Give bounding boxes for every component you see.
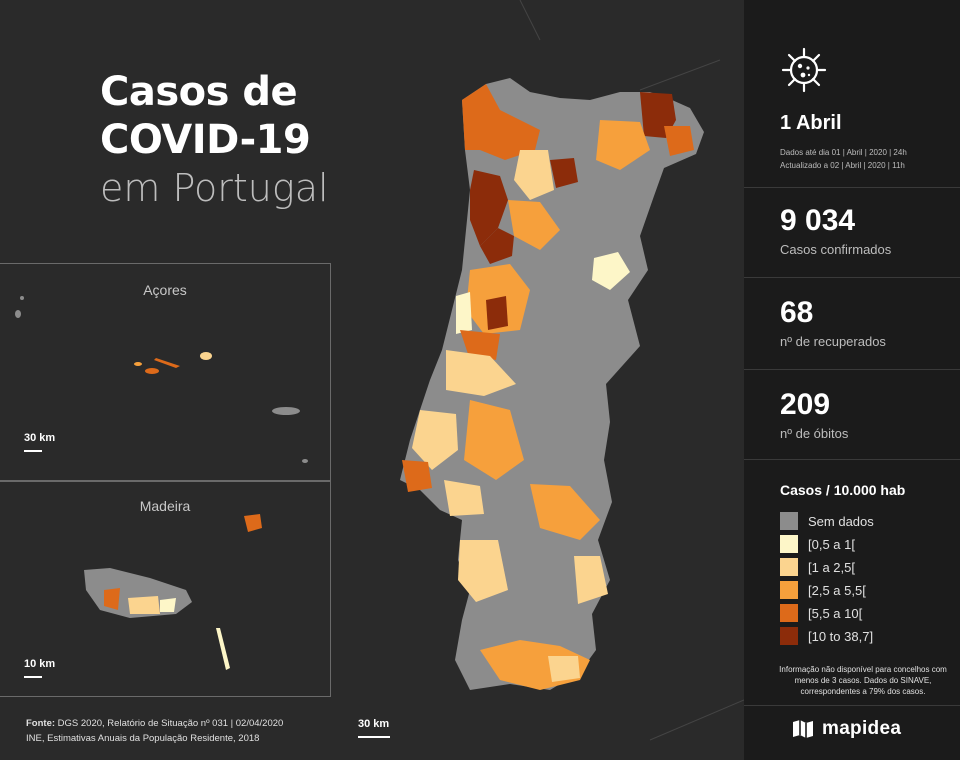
- region-viseu-high: [486, 296, 508, 330]
- region-evora-amber: [530, 484, 600, 540]
- recovered-block: [744, 278, 960, 370]
- map-title: Casos de COVID-19 em Portugal: [100, 68, 329, 212]
- legend-label: [10 to 38,7]: [808, 628, 874, 644]
- madeira-islands: [84, 514, 262, 670]
- legend-swatch: [780, 558, 798, 576]
- region-north-amber: [596, 120, 650, 170]
- legend-block: [744, 460, 960, 706]
- report-note-2: Actualizado a 02 | Abril | 2020 | 11h: [780, 161, 905, 170]
- confirmed-cases-label: Casos confirmados: [780, 242, 892, 257]
- title-line-3: em Portugal: [100, 166, 329, 210]
- legend-swatch: [780, 581, 798, 599]
- madeira-scale-bar: [24, 676, 42, 678]
- map-canvas: [15, 0, 744, 741]
- region-setubal-light: [444, 480, 484, 516]
- region-beja-light: [574, 556, 608, 604]
- legend-note: Informação não disponível para concelhos…: [779, 665, 947, 696]
- deaths-block: [744, 370, 960, 460]
- region-leiria-light: [446, 350, 516, 396]
- region-lisbon-orange: [402, 460, 432, 492]
- mapidea-logo-icon: [793, 720, 813, 738]
- madeira-label: Madeira: [139, 498, 191, 514]
- legend-label: Sem dados: [808, 513, 874, 529]
- main-scale-bar: [358, 736, 390, 738]
- region-porto-high: [480, 228, 514, 264]
- legend-item: [2,5 a 5,5[: [780, 581, 866, 599]
- legend-item: [0,5 a 1[: [780, 535, 855, 553]
- legend-swatch: [780, 512, 798, 530]
- region-centre-amber: [464, 400, 524, 480]
- deaths-label: nº de óbitos: [780, 426, 849, 441]
- region-north-orange: [462, 84, 540, 160]
- spain-border-line: [519, 0, 744, 741]
- source-label: Fonte:: [26, 718, 56, 729]
- madeira-scale: 10 km: [24, 658, 55, 678]
- brand-logo: mapidea: [792, 718, 901, 740]
- source-line-2: INE, Estimativas Anuais da População Res…: [26, 733, 260, 744]
- region-braga-high: [470, 170, 508, 246]
- region-algarve-light: [548, 656, 580, 682]
- date-block: [744, 0, 960, 188]
- source-note: Fonte: DGS 2020, Relatório de Situação n…: [26, 716, 283, 746]
- main-scale-text: 30 km: [358, 718, 390, 730]
- region-north-light: [514, 150, 554, 200]
- recovered-value: 68: [780, 296, 814, 329]
- region-alentejo-light: [458, 540, 508, 602]
- title-line-1: Casos de: [100, 69, 298, 115]
- legend-item: Sem dados: [780, 512, 874, 530]
- main-scale: 30 km: [358, 718, 390, 738]
- region-aveiro-pale: [456, 292, 472, 334]
- portugal-mainland: [400, 78, 704, 690]
- legend-item: [10 to 38,7]: [780, 627, 873, 645]
- virus-icon: [781, 47, 827, 93]
- azores-inset: Açores 30 km: [0, 263, 331, 481]
- region-ne-orange: [664, 126, 694, 156]
- info-panel: 1 Abril Dados até dia 01 | Abril | 2020 …: [744, 0, 960, 760]
- legend-swatch: [780, 604, 798, 622]
- title-line-2: COVID-19: [100, 117, 311, 163]
- azores-scale-text: 30 km: [24, 432, 56, 444]
- brand-name: mapidea: [822, 718, 902, 739]
- source-line-1: DGS 2020, Relatório de Situação nº 031 |…: [55, 718, 284, 729]
- madeira-scale-text: 10 km: [24, 658, 56, 670]
- report-note-1: Dados até dia 01 | Abril | 2020 | 24h: [780, 148, 907, 157]
- recovered-label: nº de recuperados: [780, 334, 886, 349]
- azores-islands: [15, 296, 308, 463]
- region-coimbra-orange: [460, 330, 500, 360]
- legend-label: [5,5 a 10[: [808, 605, 863, 621]
- legend-label: [1 a 2,5[: [808, 559, 855, 575]
- azores-label: Açores: [143, 282, 187, 298]
- region-guarda-pale: [592, 252, 630, 290]
- azores-scale-bar: [24, 450, 42, 452]
- azores-scale: 30 km: [24, 432, 55, 452]
- legend-item: [1 a 2,5[: [780, 558, 855, 576]
- legend-swatch: [780, 627, 798, 645]
- report-notes: Dados até dia 01 | Abril | 2020 | 24h Ac…: [780, 146, 907, 172]
- legend-label: [2,5 a 5,5[: [808, 582, 866, 598]
- report-date: 1 Abril: [780, 112, 842, 134]
- legend-label: [0,5 a 1[: [808, 536, 855, 552]
- confirmed-cases-value: 9 034: [780, 204, 856, 237]
- cases-block: [744, 188, 960, 278]
- deaths-value: 209: [780, 388, 831, 421]
- region-north-amber-2: [508, 200, 560, 250]
- legend-item: [5,5 a 10[: [780, 604, 862, 622]
- madeira-inset: Madeira 10 km: [0, 481, 331, 697]
- legend-swatch: [780, 535, 798, 553]
- region-vilareal-high: [550, 158, 578, 188]
- region-lisbon-light: [412, 410, 458, 470]
- legend-title: Casos / 10.000 hab: [780, 482, 906, 498]
